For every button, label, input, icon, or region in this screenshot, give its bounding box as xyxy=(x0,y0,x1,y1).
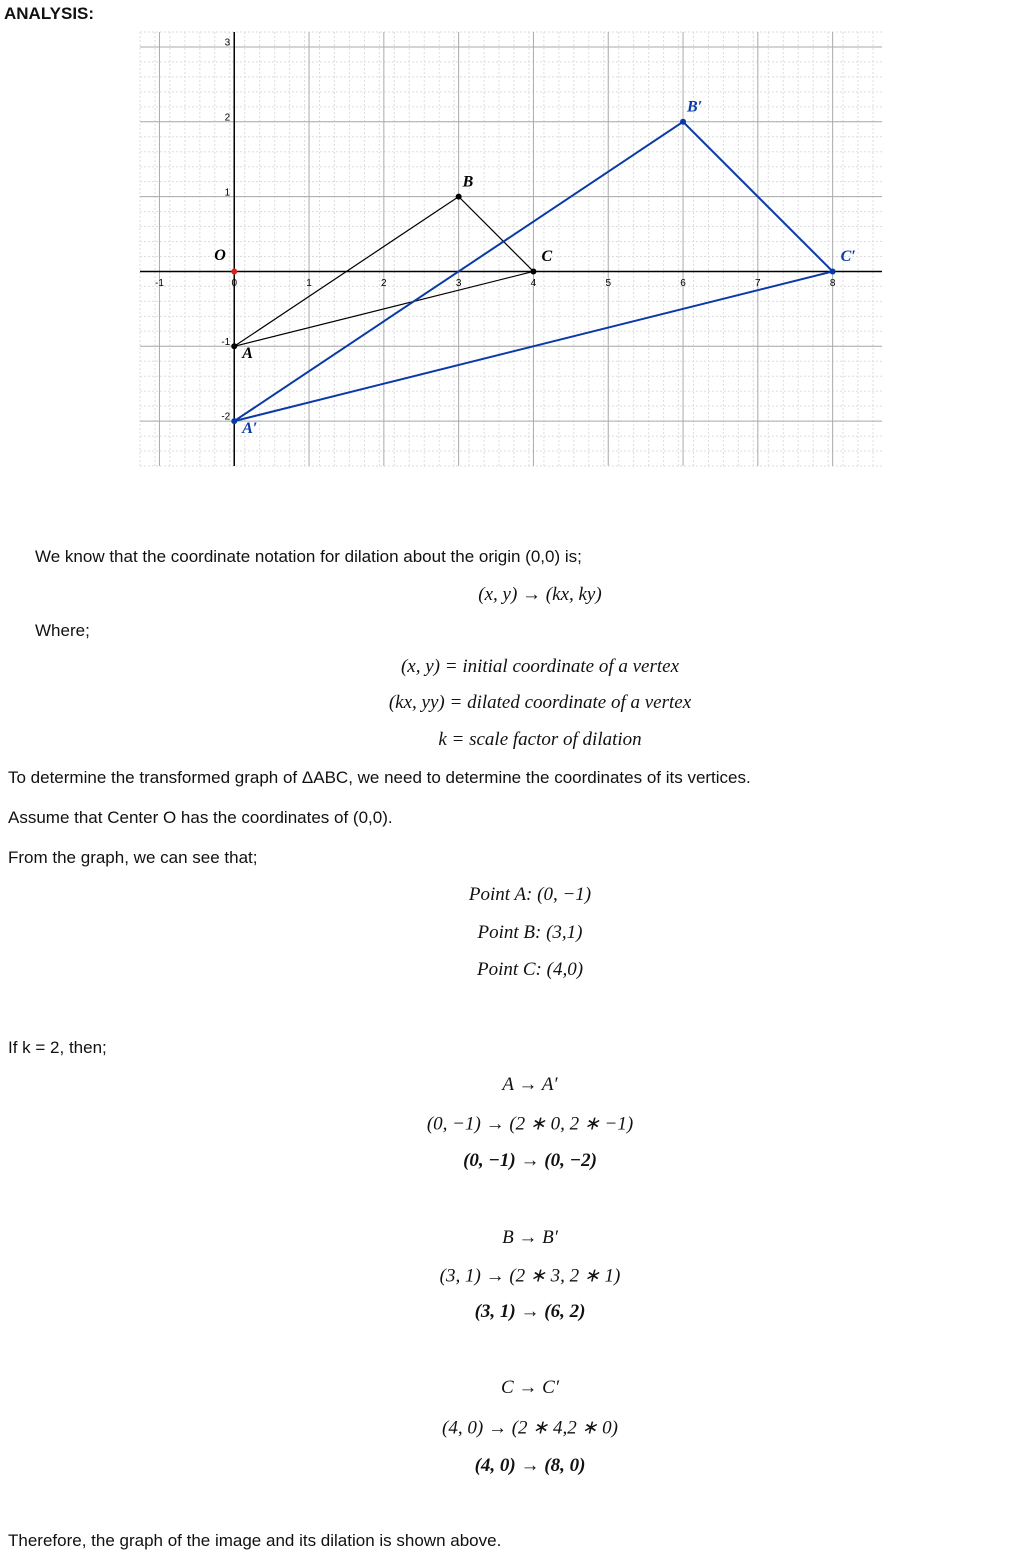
text-line: Where; xyxy=(35,621,90,640)
x-tick-label: 8 xyxy=(830,278,836,289)
vertex xyxy=(231,418,238,425)
math-line: (4, 0) → (8, 0) xyxy=(474,1455,586,1476)
origin-label: O xyxy=(214,247,226,264)
text-line: If k = 2, then; xyxy=(8,1038,107,1057)
vertex xyxy=(829,268,836,275)
math-line: (x, y) → (kx, ky) xyxy=(478,584,602,605)
vertex-label: A′ xyxy=(241,420,257,437)
origin xyxy=(231,268,238,275)
math-line: A → A′ xyxy=(502,1074,558,1095)
vertex-label: B xyxy=(462,173,474,190)
text-line: To determine the transformed graph of ΔA… xyxy=(8,768,751,787)
text-line: Therefore, the graph of the image and it… xyxy=(8,1531,502,1550)
x-tick-label: 4 xyxy=(531,278,537,289)
vertex-label: C′ xyxy=(841,248,856,265)
vertex-label: C xyxy=(541,248,552,265)
x-tick-label: 7 xyxy=(755,278,761,289)
y-tick-label: -2 xyxy=(221,412,230,423)
vertex xyxy=(680,118,687,125)
y-tick-label: -1 xyxy=(221,337,230,348)
math-line: Point C: (4,0) xyxy=(476,959,584,980)
math-line: Point B: (3,1) xyxy=(477,922,583,943)
x-tick-label: 2 xyxy=(381,278,387,289)
x-tick-label: 5 xyxy=(605,278,611,289)
math-line: (4, 0) → (2 ∗ 4,2 ∗ 0) xyxy=(442,1417,618,1439)
x-tick-label: 1 xyxy=(306,278,312,289)
text-line: Assume that Center O has the coordinates… xyxy=(8,808,393,827)
vertex xyxy=(530,268,537,275)
math-line: (0, −1) → (2 ∗ 0, 2 ∗ −1) xyxy=(426,1113,634,1135)
x-tick-label: -1 xyxy=(155,278,164,289)
math-line: (3, 1) → (2 ∗ 3, 2 ∗ 1) xyxy=(439,1265,621,1287)
y-tick-label: 3 xyxy=(225,38,231,49)
text-line: We know that the coordinate notation for… xyxy=(35,547,582,566)
math-line: (3, 1) → (6, 2) xyxy=(474,1301,586,1322)
x-tick-label: 6 xyxy=(680,278,686,289)
vertex xyxy=(231,343,238,350)
triangle xyxy=(233,120,835,423)
math-line: (kx, yy) = dilated coordinate of a verte… xyxy=(388,692,692,713)
text-line: From the graph, we can see that; xyxy=(8,848,258,867)
triangle xyxy=(233,195,535,347)
y-tick-label: 1 xyxy=(225,187,231,198)
math-line: C → C′ xyxy=(500,1377,560,1398)
vertex-label: B′ xyxy=(686,98,702,115)
x-tick-label: 3 xyxy=(456,278,462,289)
title: ANALYSIS: xyxy=(4,4,95,23)
math-line: k = scale factor of dilation xyxy=(438,729,642,750)
math-line: (x, y) = initial coordinate of a vertex xyxy=(400,656,680,677)
math-line: B → B′ xyxy=(502,1227,558,1248)
math-line: (0, −1) → (0, −2) xyxy=(463,1150,597,1171)
y-tick-label: 2 xyxy=(225,112,231,123)
vertex-label: A xyxy=(241,345,253,362)
math-line: Point A: (0, −1) xyxy=(468,884,592,905)
vertex xyxy=(455,193,462,200)
